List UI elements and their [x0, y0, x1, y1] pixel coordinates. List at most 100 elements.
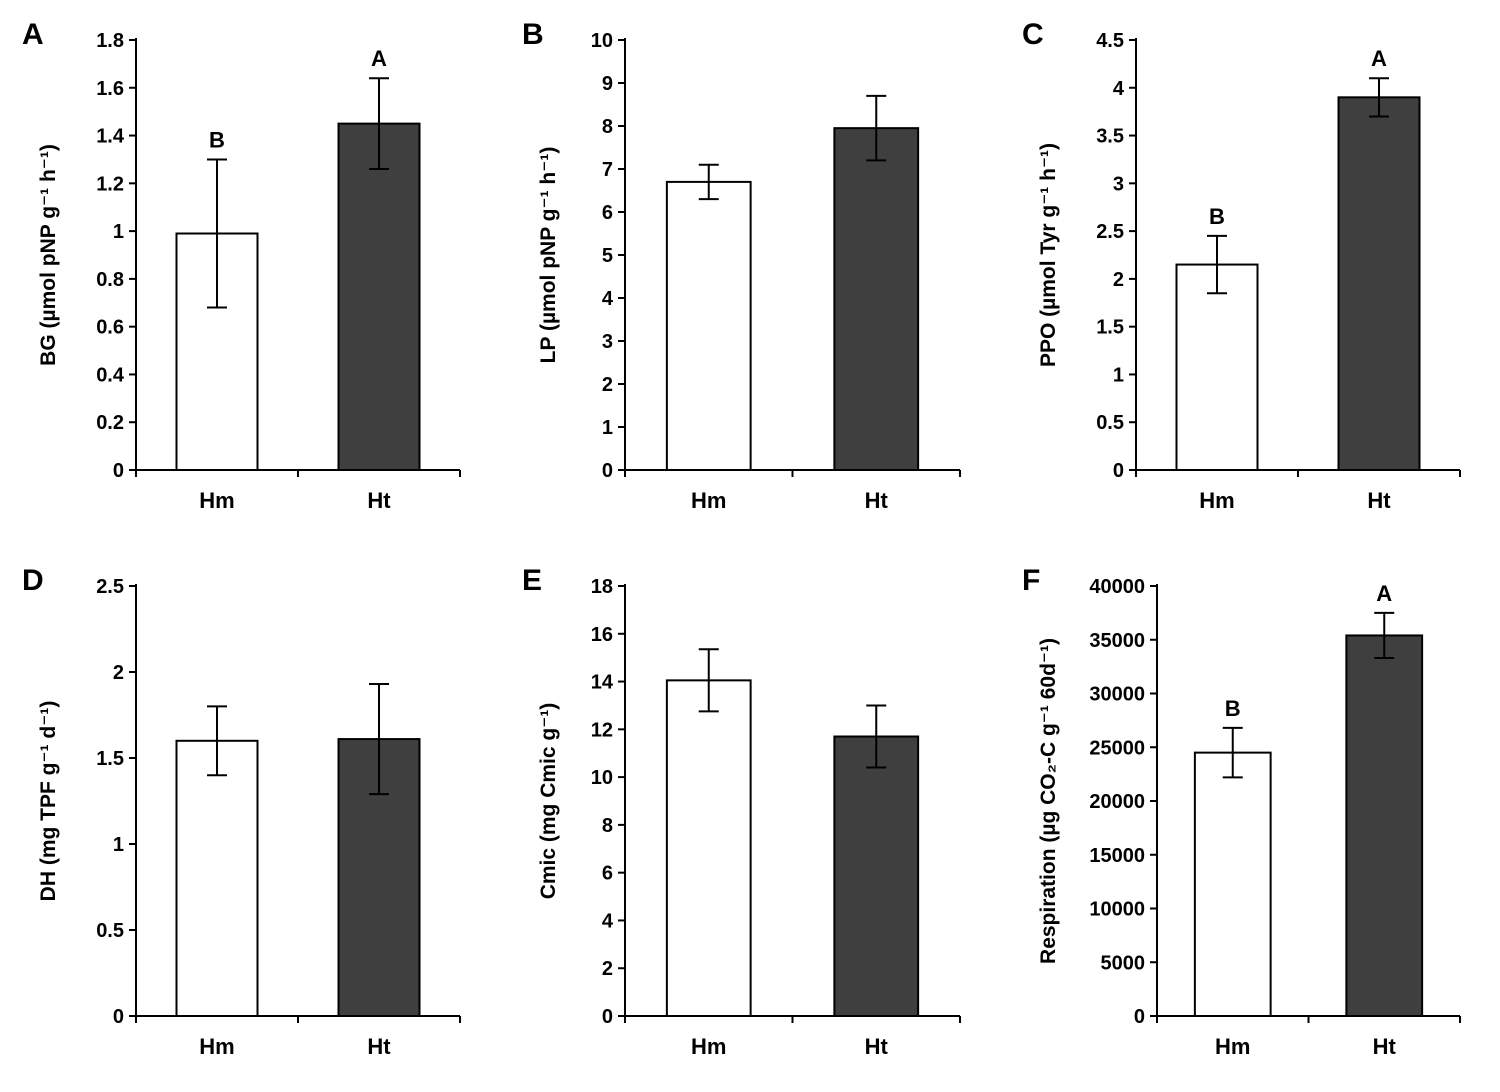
panel-E: E Cmic (mg Cmic g⁻¹) 0 2 4 6 8 10 12 14 16 18 Hm Ht	[500, 546, 1000, 1092]
y-tick-label: 2	[602, 958, 613, 980]
x-category-label: Ht	[1367, 488, 1391, 513]
significance-letter: A	[1376, 581, 1392, 606]
y-tick-label: 5000	[1101, 952, 1146, 974]
y-tick-label: 35000	[1089, 630, 1145, 652]
panel-F: F Respiration (µg CO₂-C g⁻¹ 60d⁻¹) 0 5000 10…	[1000, 546, 1500, 1092]
panel-C: C PPO (µmol Tyr g⁻¹ h⁻¹) 0 0.5 1 1.5 2 2.5 3 3.5 4…	[1000, 0, 1500, 546]
panel-letter: E	[522, 564, 542, 597]
y-tick-label: 0.8	[96, 269, 124, 291]
bar-ht	[1337, 96, 1421, 471]
bar-ht	[833, 735, 920, 1017]
y-tick-label: 6	[602, 202, 613, 224]
chart-A: A BG (µmol pNP g⁻¹ h⁻¹) 0 0.2 0.4 0.6 0.8 1 1.2 1…	[22, 18, 461, 513]
y-tick-label: 10	[591, 30, 613, 52]
y-tick-label: 1.8	[96, 30, 124, 52]
panel-B: B LP (µmol pNP g⁻¹ h⁻¹) 0 1 2 3 4 5 6 7 8 9 10 Hm Ht	[500, 0, 1000, 546]
bar-hm	[665, 180, 752, 471]
y-tick-label: 0.5	[96, 920, 124, 942]
bar-ht	[1345, 634, 1424, 1017]
bar-hm	[1175, 263, 1259, 471]
y-axis-title: Respiration (µg CO₂-C g⁻¹ 60d⁻¹)	[1037, 638, 1060, 964]
y-tick-label: 20000	[1089, 791, 1145, 813]
significance-letter: A	[371, 46, 387, 71]
x-category-label: Hm	[691, 1034, 726, 1059]
y-tick-label: 4	[1113, 78, 1125, 100]
y-tick-label: 2.5	[1096, 221, 1124, 243]
y-tick-label: 1	[1113, 364, 1124, 386]
bar-ht	[337, 122, 421, 471]
x-category-label: Hm	[691, 488, 726, 513]
y-tick-label: 1.2	[96, 173, 124, 195]
chart-C: C PPO (µmol Tyr g⁻¹ h⁻¹) 0 0.5 1 1.5 2 2.5 3 3.5 4…	[1022, 18, 1461, 513]
y-tick-label: 1.4	[96, 126, 125, 148]
panel-letter: F	[1022, 564, 1040, 597]
chart-F: F Respiration (µg CO₂-C g⁻¹ 60d⁻¹) 0 5000 10…	[1022, 564, 1461, 1059]
y-tick-label: 0	[1113, 460, 1124, 482]
y-tick-label: 7	[602, 159, 613, 181]
bar-hm	[175, 232, 259, 471]
y-tick-label: 2.5	[96, 576, 124, 598]
y-tick-label: 4	[602, 288, 614, 310]
x-category-label: Ht	[367, 488, 391, 513]
y-tick-label: 2	[113, 662, 124, 684]
y-axis-title: Cmic (mg Cmic g⁻¹)	[537, 703, 560, 900]
y-axis-title: DH (mg TPF g⁻¹ d⁻¹)	[37, 701, 60, 902]
y-tick-label: 10	[591, 767, 613, 789]
y-tick-label: 15000	[1089, 845, 1145, 867]
y-tick-label: 5	[602, 245, 613, 267]
x-category-label: Ht	[367, 1034, 391, 1059]
bar-hm	[175, 739, 259, 1018]
y-tick-label: 8	[602, 815, 613, 837]
y-tick-label: 8	[602, 116, 613, 138]
x-category-label: Ht	[1373, 1034, 1397, 1059]
y-tick-label: 12	[591, 719, 613, 741]
y-tick-label: 0.6	[96, 317, 124, 339]
y-tick-label: 1	[113, 221, 124, 243]
x-category-label: Hm	[199, 488, 234, 513]
panel-letter: B	[522, 18, 544, 51]
chart-D: D DH (mg TPF g⁻¹ d⁻¹) 0 0.5 1 1.5 2 2.5 Hm Ht	[22, 564, 461, 1059]
panel-letter: C	[1022, 18, 1044, 51]
y-tick-label: 0	[1134, 1006, 1145, 1028]
y-tick-label: 3	[1113, 173, 1124, 195]
y-tick-label: 3.5	[1096, 126, 1124, 148]
y-tick-label: 18	[591, 576, 613, 598]
significance-letter: B	[1225, 696, 1241, 721]
y-tick-label: 1.5	[96, 748, 124, 770]
chart-B: B LP (µmol pNP g⁻¹ h⁻¹) 0 1 2 3 4 5 6 7 8 9 10 Hm Ht	[522, 18, 961, 513]
y-tick-label: 9	[602, 73, 613, 95]
y-tick-label: 0	[113, 460, 124, 482]
y-tick-label: 0	[602, 1006, 613, 1028]
y-tick-label: 4.5	[1096, 30, 1124, 52]
x-category-label: Ht	[865, 488, 889, 513]
y-tick-label: 25000	[1089, 737, 1145, 759]
chart-E: E Cmic (mg Cmic g⁻¹) 0 2 4 6 8 10 12 14 16 18 Hm Ht	[522, 564, 961, 1059]
y-axis-title: LP (µmol pNP g⁻¹ h⁻¹)	[537, 147, 560, 364]
y-tick-label: 0	[602, 460, 613, 482]
y-tick-label: 2	[602, 374, 613, 396]
y-tick-label: 4	[602, 910, 614, 932]
y-axis-title: BG (µmol pNP g⁻¹ h⁻¹)	[37, 144, 60, 366]
y-tick-label: 0	[113, 1006, 124, 1028]
x-category-label: Hm	[1215, 1034, 1250, 1059]
x-category-label: Hm	[199, 1034, 234, 1059]
y-tick-label: 3	[602, 331, 613, 353]
y-tick-label: 40000	[1089, 576, 1145, 598]
panel-letter: D	[22, 564, 44, 597]
y-tick-label: 0.2	[96, 412, 124, 434]
y-tick-label: 1	[113, 834, 124, 856]
significance-letter: B	[209, 127, 225, 152]
y-tick-label: 10000	[1089, 899, 1145, 921]
bar-ht	[833, 127, 920, 471]
y-tick-label: 2	[1113, 269, 1124, 291]
y-tick-label: 0.4	[96, 364, 125, 386]
bar-hm	[1193, 751, 1272, 1017]
panel-letter: A	[22, 18, 44, 51]
significance-letter: A	[1371, 46, 1387, 71]
x-category-label: Ht	[865, 1034, 889, 1059]
panel-D: D DH (mg TPF g⁻¹ d⁻¹) 0 0.5 1 1.5 2 2.5 Hm Ht	[0, 546, 500, 1092]
y-tick-label: 6	[602, 863, 613, 885]
y-tick-label: 0.5	[1096, 412, 1124, 434]
y-tick-label: 16	[591, 624, 613, 646]
